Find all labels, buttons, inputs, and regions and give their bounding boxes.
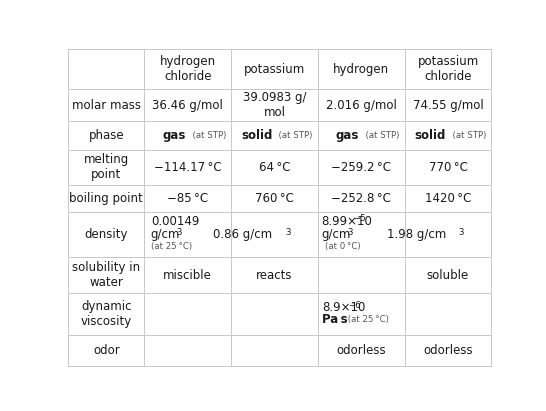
Text: 3: 3 [459, 228, 464, 237]
Text: solid: solid [414, 129, 446, 142]
Text: 36.46 g/mol: 36.46 g/mol [152, 99, 223, 111]
Text: solid: solid [241, 129, 272, 142]
Text: soluble: soluble [427, 268, 469, 282]
Text: (at 25 °C): (at 25 °C) [346, 315, 389, 324]
Text: dynamic
viscosity: dynamic viscosity [81, 300, 132, 328]
Text: 3: 3 [347, 228, 353, 237]
Text: 1.98 g/cm: 1.98 g/cm [387, 228, 446, 241]
Text: 0.86 g/cm: 0.86 g/cm [213, 228, 272, 241]
Text: 760 °C: 760 °C [255, 192, 294, 205]
Text: reacts: reacts [256, 268, 293, 282]
Text: −114.17 °C: −114.17 °C [154, 161, 222, 174]
Text: potassium: potassium [244, 63, 305, 76]
Text: potassium
chloride: potassium chloride [417, 55, 479, 83]
Text: g/cm: g/cm [321, 228, 351, 241]
Text: 39.0983 g/
mol: 39.0983 g/ mol [243, 91, 306, 119]
Text: hydrogen
chloride: hydrogen chloride [160, 55, 216, 83]
Text: gas: gas [162, 129, 186, 142]
Text: 1420 °C: 1420 °C [425, 192, 471, 205]
Text: 770 °C: 770 °C [429, 161, 467, 174]
Text: 64 °C: 64 °C [259, 161, 290, 174]
Text: −252.8 °C: −252.8 °C [331, 192, 391, 205]
Text: (at STP): (at STP) [273, 131, 313, 140]
Text: 8.9×10: 8.9×10 [322, 301, 365, 314]
Text: gas: gas [336, 129, 359, 142]
Text: phase: phase [88, 129, 124, 142]
Text: g/cm: g/cm [151, 228, 180, 241]
Text: 74.55 g/mol: 74.55 g/mol [413, 99, 483, 111]
Text: 2.016 g/mol: 2.016 g/mol [326, 99, 397, 111]
Text: (at 0 °C): (at 0 °C) [325, 242, 360, 252]
Text: miscible: miscible [163, 268, 212, 282]
Text: density: density [85, 228, 128, 241]
Text: (at STP): (at STP) [187, 131, 226, 140]
Text: −6: −6 [348, 300, 361, 309]
Text: solubility in
water: solubility in water [72, 261, 140, 289]
Text: 3: 3 [285, 228, 290, 237]
Text: boiling point: boiling point [69, 192, 143, 205]
Text: 0.00149: 0.00149 [151, 215, 199, 228]
Text: −5: −5 [353, 214, 366, 223]
Text: melting
point: melting point [84, 153, 129, 181]
Text: odorless: odorless [336, 344, 386, 357]
Text: (at STP): (at STP) [360, 131, 399, 140]
Text: Pa s: Pa s [322, 313, 348, 326]
Text: (at 25 °C): (at 25 °C) [151, 242, 192, 252]
Text: 8.99×10: 8.99×10 [321, 215, 372, 228]
Text: (at STP): (at STP) [447, 131, 486, 140]
Text: hydrogen: hydrogen [333, 63, 389, 76]
Text: molar mass: molar mass [72, 99, 141, 111]
Text: −259.2 °C: −259.2 °C [331, 161, 391, 174]
Text: odor: odor [93, 344, 120, 357]
Text: −85 °C: −85 °C [167, 192, 209, 205]
Text: odorless: odorless [423, 344, 473, 357]
Text: 3: 3 [176, 228, 182, 237]
